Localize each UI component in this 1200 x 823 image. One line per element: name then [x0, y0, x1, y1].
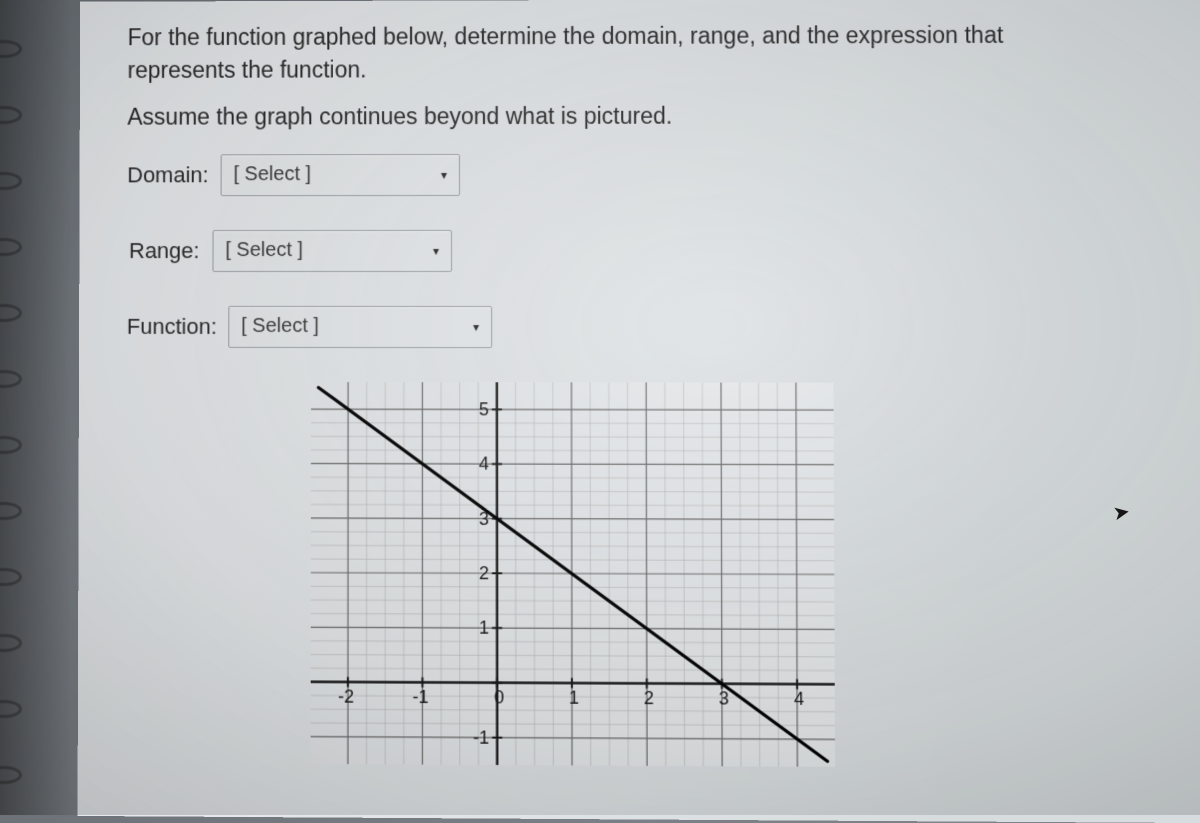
range-select[interactable]: [ Select ] ▾ — [212, 230, 452, 272]
assumption-text: Assume the graph continues beyond what i… — [127, 102, 1064, 131]
graph-svg: -2-101234-112345 — [311, 382, 835, 767]
svg-text:-2: -2 — [338, 686, 354, 706]
range-label: Range: — [129, 238, 209, 264]
domain-row: Domain: [ Select ] ▾ — [127, 153, 1064, 196]
svg-text:4: 4 — [479, 454, 489, 474]
svg-text:-1: -1 — [412, 686, 428, 706]
paper-surface: For the function graphed below, determin… — [78, 0, 1200, 823]
function-select[interactable]: [ Select ] ▾ — [228, 306, 492, 348]
function-label: Function: — [127, 314, 225, 340]
function-graph: -2-101234-112345 — [311, 382, 835, 767]
range-select-value: [ Select ] — [225, 239, 417, 262]
function-row: Function: [ Select ] ▾ — [127, 306, 1066, 349]
domain-select[interactable]: [ Select ] ▾ — [221, 154, 460, 196]
svg-text:1: 1 — [479, 617, 489, 637]
chevron-down-icon: ▾ — [473, 320, 479, 334]
svg-text:1: 1 — [569, 687, 579, 707]
svg-text:3: 3 — [719, 687, 729, 707]
function-select-value: [ Select ] — [241, 315, 457, 338]
domain-select-value: [ Select ] — [234, 163, 425, 186]
domain-label: Domain: — [127, 162, 216, 188]
svg-text:2: 2 — [479, 563, 489, 583]
chevron-down-icon: ▾ — [433, 244, 439, 258]
chevron-down-icon: ▾ — [441, 168, 447, 182]
question-line2: represents the function. — [127, 57, 366, 83]
svg-text:2: 2 — [644, 687, 654, 707]
svg-text:0: 0 — [494, 686, 504, 706]
question-text: For the function graphed below, determin… — [127, 19, 1063, 88]
svg-text:-1: -1 — [473, 727, 489, 747]
notebook-spiral — [0, 0, 38, 815]
question-line1: For the function graphed below, determin… — [128, 22, 1004, 50]
range-row: Range: [ Select ] ▾ — [129, 229, 1065, 271]
svg-text:5: 5 — [479, 399, 489, 419]
svg-text:4: 4 — [794, 688, 804, 708]
